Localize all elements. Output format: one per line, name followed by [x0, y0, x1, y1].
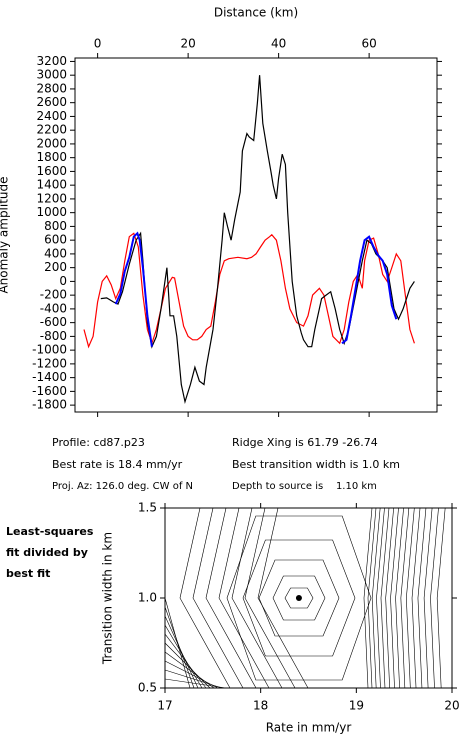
y-tick-label: 3000: [36, 68, 67, 82]
y-tick-label: 1.5: [138, 501, 157, 515]
contour-line: [192, 507, 244, 689]
y-tick-label: 3200: [36, 54, 67, 68]
contour-line: [284, 587, 314, 609]
contour-line: [164, 678, 227, 689]
x-axis-label: Distance (km): [214, 6, 298, 20]
y-tick-label: 2400: [36, 109, 67, 123]
contour-line: [218, 507, 270, 689]
contour-line: [371, 507, 381, 689]
contour-line: [164, 624, 203, 689]
x-tick-label: 60: [361, 37, 376, 51]
x-tick-label: 40: [271, 37, 286, 51]
y-tick-label: -600: [40, 315, 67, 329]
y-tick-label: 600: [44, 233, 67, 247]
y-tick-label: 2200: [36, 123, 67, 137]
contour-line: [400, 507, 410, 689]
contour-line: [231, 507, 283, 689]
contour-line: [164, 660, 219, 689]
contour-line: [395, 507, 404, 689]
contour-line: [164, 642, 211, 689]
contour-line: [242, 539, 356, 657]
contour-line: [385, 507, 394, 689]
contour-field: [164, 507, 446, 689]
contour-line: [244, 507, 296, 689]
info-text: Proj. Az: 126.0 deg. CW of N: [52, 481, 193, 492]
contour-line: [164, 669, 223, 689]
contour-line: [272, 575, 326, 621]
line-series: [114, 231, 153, 347]
contour-line: [258, 559, 340, 637]
x-tick-label: 20: [444, 699, 459, 713]
x-axis-label: Rate in mm/yr: [266, 721, 352, 735]
contour-line: [376, 507, 385, 689]
y-tick-label: -1000: [32, 343, 67, 357]
x-tick-label: 19: [349, 699, 364, 713]
contour-line: [390, 507, 399, 689]
info-text: Depth to source is 1.10 km: [232, 481, 377, 492]
info-text: Profile: cd87.p23: [52, 436, 145, 449]
side-note: best fit: [6, 567, 50, 580]
contour-line: [411, 507, 421, 689]
y-tick-label: -800: [40, 329, 67, 343]
y-tick-label: 2800: [36, 81, 67, 95]
contour-line: [205, 507, 257, 689]
y-tick-label: -1200: [32, 356, 67, 370]
contour-line: [406, 507, 415, 689]
contour-line: [423, 507, 433, 689]
x-tick-label: 18: [253, 699, 268, 713]
line-series: [341, 235, 398, 345]
y-tick-label: -200: [40, 288, 67, 302]
y-tick-label: -1800: [32, 398, 67, 412]
x-tick-label: 20: [180, 37, 195, 51]
best-fit-point: [295, 595, 302, 601]
y-tick-label: 2000: [36, 136, 67, 150]
contour-line: [430, 507, 439, 689]
y-tick-label: 200: [44, 260, 67, 274]
plot-frame: [74, 57, 438, 413]
line-series: [83, 232, 415, 349]
y-tick-label: 1.0: [138, 591, 157, 605]
y-tick-label: 0.5: [138, 681, 157, 695]
y-tick-label: 800: [44, 219, 67, 233]
y-tick-label: 0: [59, 274, 67, 288]
y-tick-label: 400: [44, 246, 67, 260]
y-axis-label: Transition width in km: [101, 532, 115, 665]
y-tick-label: 1600: [36, 164, 67, 178]
y-tick-label: 1400: [36, 178, 67, 192]
contour-line: [363, 507, 373, 689]
contour-line: [257, 507, 309, 689]
contour-line: [380, 507, 390, 689]
y-tick-label: -400: [40, 301, 67, 315]
contour-line: [164, 615, 199, 689]
contour-line: [436, 507, 446, 689]
info-text: Best rate is 18.4 mm/yr: [52, 458, 183, 471]
x-tick-label: 17: [157, 699, 172, 713]
contour-line: [367, 507, 377, 689]
y-axis-label: Anomaly amplitude: [0, 176, 11, 293]
side-note: Least-squares: [6, 525, 94, 538]
y-tick-label: -1600: [32, 384, 67, 398]
y-tick-label: 1200: [36, 191, 67, 205]
y-tick-label: 2600: [36, 95, 67, 109]
y-tick-label: 1800: [36, 150, 67, 164]
info-text: Best transition width is 1.0 km: [232, 458, 400, 471]
x-tick-label: 0: [94, 37, 102, 51]
side-note: fit divided by: [6, 546, 88, 559]
info-text: Ridge Xing is 61.79 -26.74: [232, 436, 378, 449]
contour-line: [417, 507, 427, 689]
y-tick-label: -1400: [32, 370, 67, 384]
contour-line: [226, 515, 372, 681]
contour-line: [179, 507, 231, 689]
contour-line: [164, 633, 207, 689]
y-tick-label: 1000: [36, 205, 67, 219]
